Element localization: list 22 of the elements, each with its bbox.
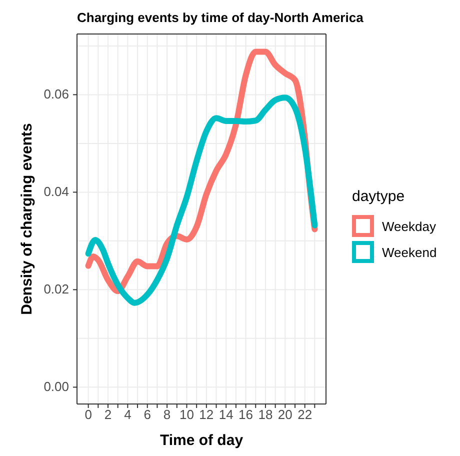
legend-label: Weekday bbox=[382, 218, 436, 234]
x-tick-label: 10 bbox=[180, 407, 194, 422]
y-tick-label: 0.06 bbox=[44, 86, 69, 102]
x-tick-label: 12 bbox=[199, 407, 214, 422]
y-tick-label: 0.02 bbox=[44, 282, 69, 297]
chart-title: Charging events by time of day-North America bbox=[77, 10, 364, 25]
legend-label: Weekend bbox=[382, 244, 437, 260]
legend-title: daytype bbox=[352, 188, 406, 205]
x-tick-label: 22 bbox=[298, 407, 312, 422]
x-tick-label: 18 bbox=[258, 407, 273, 422]
x-tick-label: 8 bbox=[163, 407, 171, 422]
x-tick-label: 6 bbox=[144, 407, 151, 422]
y-tick-label: 0.00 bbox=[44, 379, 69, 394]
x-tick-label: 16 bbox=[238, 407, 254, 422]
x-axis-title: Time of day bbox=[160, 432, 244, 449]
x-tick-label: 20 bbox=[278, 407, 292, 422]
x-tick-label: 4 bbox=[124, 407, 132, 422]
x-tick-label: 2 bbox=[104, 407, 112, 422]
x-tick-label: 0 bbox=[84, 407, 92, 422]
y-tick-label: 0.04 bbox=[44, 184, 69, 200]
y-axis-title: Density of charging events bbox=[18, 123, 36, 315]
x-tick-label: 14 bbox=[218, 407, 234, 422]
